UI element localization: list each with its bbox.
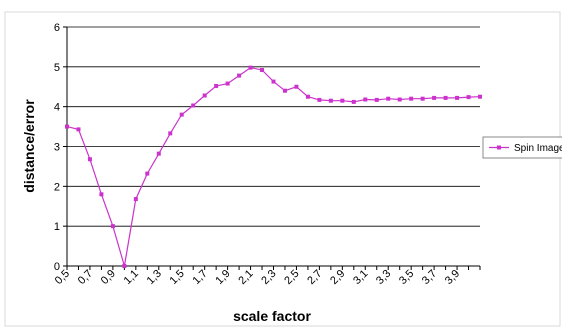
- data-point: [260, 68, 265, 73]
- y-tick-label: 5: [54, 62, 60, 74]
- data-point: [248, 65, 253, 70]
- legend: Spin Image: [482, 136, 562, 159]
- gridlines: [67, 26, 480, 227]
- data-point: [202, 93, 207, 98]
- y-tick-label: 4: [54, 102, 60, 114]
- data-point: [294, 84, 299, 89]
- data-point: [340, 98, 345, 103]
- data-point: [328, 98, 333, 103]
- data-point: [225, 81, 230, 86]
- data-point: [179, 112, 184, 117]
- legend-box: [482, 136, 562, 159]
- data-point: [317, 97, 322, 102]
- y-tick-label: 2: [54, 181, 60, 193]
- series: [65, 65, 482, 268]
- data-point: [76, 127, 81, 132]
- data-point: [305, 94, 310, 99]
- data-point: [122, 264, 127, 268]
- data-point: [420, 96, 425, 101]
- chart-frame: [4, 11, 561, 327]
- data-point: [466, 95, 471, 100]
- y-axis-title: distance/error: [21, 99, 37, 193]
- data-point: [351, 99, 356, 104]
- data-point: [145, 171, 150, 176]
- data-point: [110, 224, 115, 229]
- data-point: [455, 95, 460, 100]
- data-point: [65, 124, 69, 129]
- axes: [63, 26, 481, 270]
- data-point: [386, 96, 391, 101]
- data-point: [374, 97, 379, 102]
- data-point: [443, 95, 448, 100]
- data-point: [156, 151, 161, 156]
- y-tick-label: 0: [54, 261, 60, 273]
- legend-series-marker: [497, 145, 501, 150]
- data-point: [271, 79, 276, 84]
- data-point: [432, 95, 437, 100]
- data-point: [478, 94, 482, 99]
- data-point: [133, 197, 138, 202]
- data-point: [237, 73, 242, 78]
- data-point: [87, 157, 92, 162]
- y-tick-label: 1: [54, 221, 60, 233]
- data-point: [214, 83, 219, 88]
- data-point: [363, 97, 368, 102]
- data-point: [168, 131, 173, 136]
- data-point: [99, 192, 104, 197]
- y-tick-label: 6: [54, 22, 60, 34]
- data-point: [282, 88, 287, 93]
- legend-series-label: Spin Image: [514, 143, 562, 154]
- data-point: [409, 96, 414, 101]
- data-point: [191, 103, 196, 108]
- x-axis-title: scale factor: [233, 308, 311, 324]
- data-point: [397, 97, 402, 102]
- y-tick-label: 3: [54, 142, 60, 154]
- y-tick-labels: 0 1 2 3 4 5 6: [54, 22, 60, 273]
